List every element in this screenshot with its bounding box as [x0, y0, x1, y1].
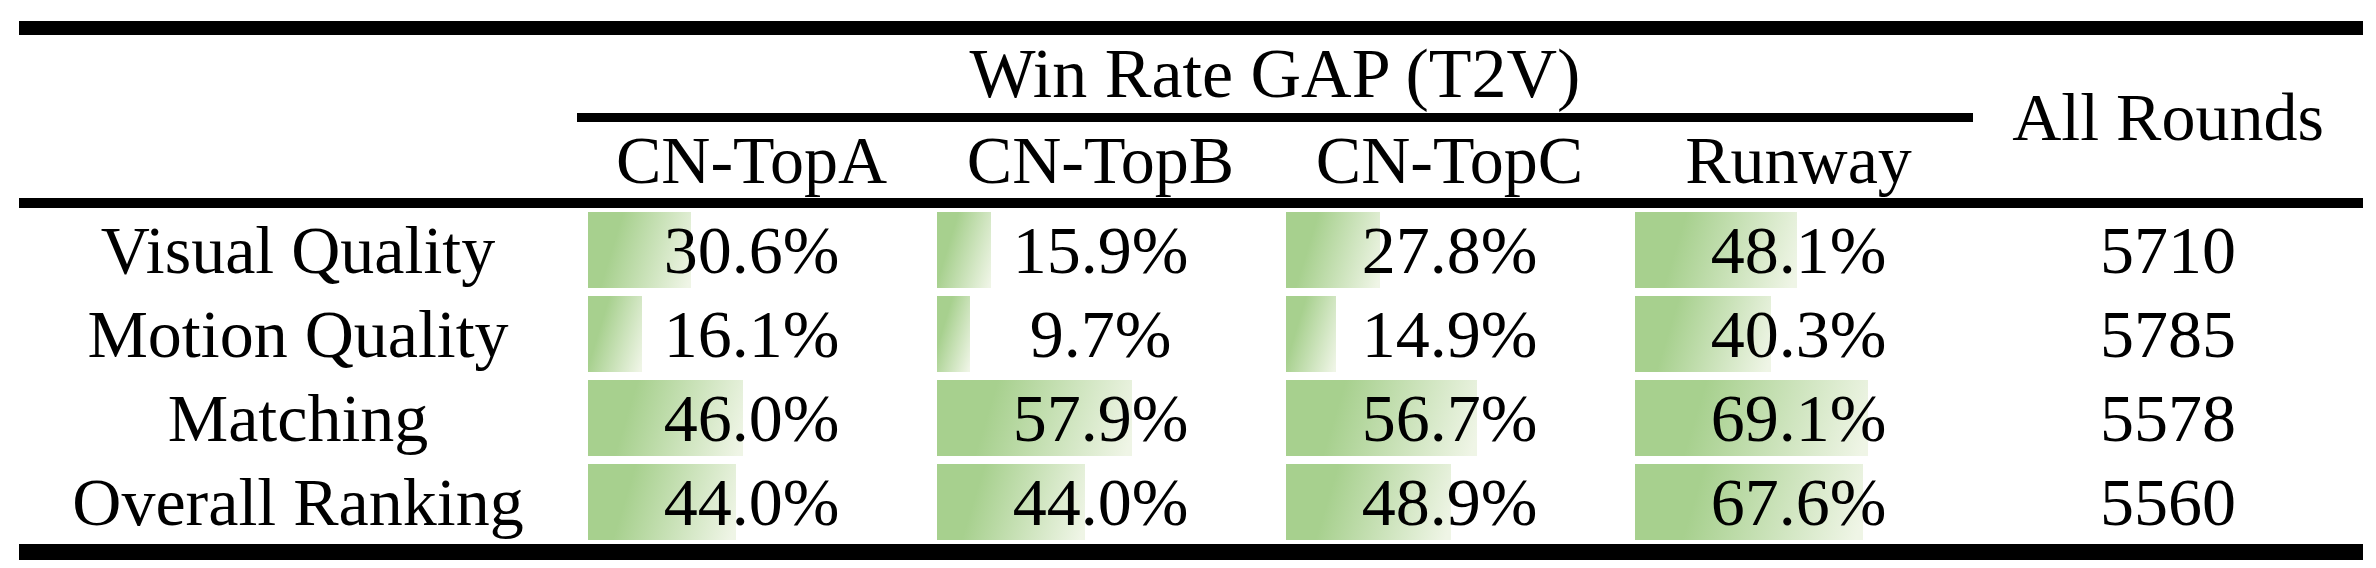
percent-cell: 48.1% — [1624, 208, 1973, 292]
percent-cell: 30.6% — [577, 208, 926, 292]
top-rule — [19, 21, 2363, 35]
percent-cell: 46.0% — [577, 376, 926, 460]
group-header-title: Win Rate GAP (T2V) — [577, 35, 1973, 113]
table-row: Matching 46.0% 57.9% 56.7% 69.1% 5578 — [19, 376, 2363, 460]
percent-value: 40.3% — [1711, 300, 1887, 368]
value-bar — [588, 296, 642, 372]
percent-value: 15.9% — [1013, 216, 1189, 284]
percent-value: 48.9% — [1362, 468, 1538, 536]
percent-cell: 16.1% — [577, 292, 926, 376]
percent-cell: 44.0% — [926, 460, 1275, 544]
value-bar — [937, 212, 991, 288]
value-bar — [937, 296, 970, 372]
percent-cell: 67.6% — [1624, 460, 1973, 544]
percent-value: 27.8% — [1362, 216, 1538, 284]
column-headers: CN-TopA CN-TopB CN-TopC Runway — [577, 122, 1973, 198]
header-separator-rule — [19, 198, 2363, 208]
column-header-cn-topa: CN-TopA — [577, 122, 926, 198]
percent-value: 67.6% — [1711, 468, 1887, 536]
percent-value: 9.7% — [1030, 300, 1172, 368]
row-label: Motion Quality — [19, 292, 577, 376]
percent-cell: 69.1% — [1624, 376, 1973, 460]
percent-cell: 48.9% — [1275, 460, 1624, 544]
percent-value: 48.1% — [1711, 216, 1887, 284]
all-rounds-value: 5578 — [1973, 376, 2363, 460]
percent-cell: 14.9% — [1275, 292, 1624, 376]
results-table: Win Rate GAP (T2V) CN-TopA CN-TopB CN-To… — [19, 21, 2363, 560]
percent-value: 44.0% — [664, 468, 840, 536]
percent-cell: 57.9% — [926, 376, 1275, 460]
row-label: Visual Quality — [19, 208, 577, 292]
percent-cell: 44.0% — [577, 460, 926, 544]
row-label: Overall Ranking — [19, 460, 577, 544]
percent-value: 14.9% — [1362, 300, 1538, 368]
percent-value: 69.1% — [1711, 384, 1887, 452]
percent-cell: 15.9% — [926, 208, 1275, 292]
win-rate-gap-group: Win Rate GAP (T2V) CN-TopA CN-TopB CN-To… — [577, 35, 1973, 198]
group-header-rule — [577, 113, 1973, 122]
percent-value: 44.0% — [1013, 468, 1189, 536]
column-header-cn-topb: CN-TopB — [926, 122, 1275, 198]
table-row: Visual Quality 30.6% 15.9% 27.8% 48.1% 5710 — [19, 208, 2363, 292]
column-header-runway: Runway — [1624, 122, 1973, 198]
table-row: Motion Quality 16.1% 9.7% 14.9% 40.3% 5785 — [19, 292, 2363, 376]
column-header-all-rounds: All Rounds — [1973, 35, 2363, 198]
percent-cell: 40.3% — [1624, 292, 1973, 376]
table-body: Visual Quality30.6%15.9%27.8%48.1%5710Mo… — [19, 208, 2363, 544]
row-label: Matching — [19, 376, 577, 460]
all-rounds-value: 5560 — [1973, 460, 2363, 544]
percent-value: 16.1% — [664, 300, 840, 368]
percent-value: 46.0% — [664, 384, 840, 452]
bottom-rule — [19, 544, 2363, 560]
percent-value: 30.6% — [664, 216, 840, 284]
table-header: Win Rate GAP (T2V) CN-TopA CN-TopB CN-To… — [19, 35, 2363, 198]
all-rounds-value: 5710 — [1973, 208, 2363, 292]
table-row: Overall Ranking 44.0% 44.0% 48.9% 67.6% 5560 — [19, 460, 2363, 544]
percent-value: 56.7% — [1362, 384, 1538, 452]
percent-value: 57.9% — [1013, 384, 1189, 452]
all-rounds-value: 5785 — [1973, 292, 2363, 376]
value-bar — [1286, 296, 1336, 372]
percent-cell: 56.7% — [1275, 376, 1624, 460]
column-header-cn-topc: CN-TopC — [1275, 122, 1624, 198]
percent-cell: 9.7% — [926, 292, 1275, 376]
percent-cell: 27.8% — [1275, 208, 1624, 292]
header-corner-spacer — [19, 35, 577, 198]
